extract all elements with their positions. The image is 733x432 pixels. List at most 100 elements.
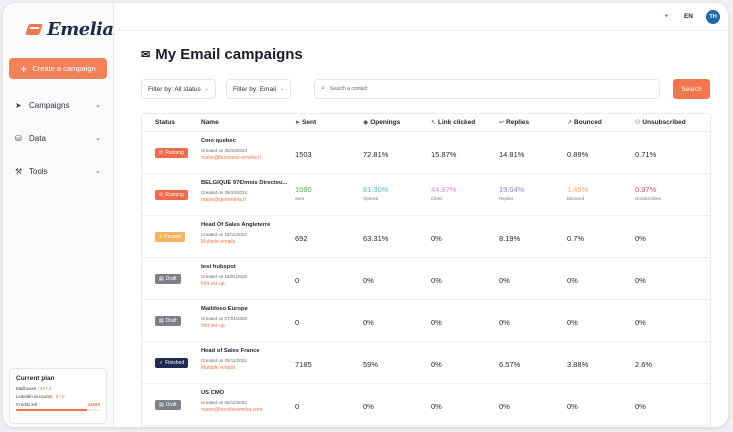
status-badge: ✓ Finished [155,358,189,368]
plus-icon: + [20,61,28,76]
brand-name: Emelia [47,19,114,40]
campaign-name-cell[interactable]: Cmo quebec Created on 30/10/2024 marie@bus… [201,138,291,161]
campaign-name: Head of Sales France [201,348,260,354]
tools-icon: ⚒ [15,166,23,176]
draft-icon: ▤ [159,318,164,324]
campaign-created-date: Created on 28/10/2024 [201,190,248,195]
campaign-sender-email: marie@getemelia.fr [201,197,247,203]
stat-bounced: 0.7% [567,234,585,243]
table-row[interactable]: ॥ Paused Head Of Sales Angleterre Created o… [142,216,710,258]
campaign-name-cell[interactable]: Head of Sales France Created on 25/11/202… [201,348,291,371]
table-row[interactable]: ⟳ Running BELGIQUE 97€/mois Directeu... Cre… [142,174,710,216]
status-badge: ⟳ Running [155,148,188,158]
stat-clicks: 0% [431,402,442,411]
send-icon: ➤ [15,100,22,110]
stat-caption: Bounced [567,196,584,201]
status-badge: ▤ Draft [155,316,181,326]
status-filter-dropdown[interactable]: Filter by: All status ⌄ [141,79,216,99]
campaign-created-date: Created on 06/11/2024 [201,400,247,405]
status-badge: ॥ Paused [155,232,185,242]
campaign-created-date: Created on 30/10/2024 [201,148,248,153]
stat-caption: Opened [363,196,379,201]
stat-bounced: 0% [567,402,578,411]
stat-unsubscribed: 0% [635,276,646,285]
campaign-sender-email: Not set up [201,323,225,329]
table-row[interactable]: ▤ Draft test hubspot Created on 15/01/2025 N… [142,258,710,300]
stat-bounced: 0.89% [567,150,589,159]
stat-openings: 63.31% [363,234,389,243]
channel-filter-dropdown[interactable]: Filter by: Email ⌄ [226,79,292,99]
stat-sent: 0 [295,402,300,411]
refresh-icon: ⟳ [159,192,164,198]
campaign-sender-email: Multiple emails [201,239,236,245]
campaign-name-cell[interactable]: US CMO Created on 06/11/2024 marie@bosshee… [201,390,291,413]
chevron-down-icon: ⌄ [279,86,285,92]
plan-mailboxes: Mailboxes : 44 / 0 [16,386,52,391]
campaign-sender-email: Not set up [201,281,225,287]
stat-bounced: 0% [567,276,578,285]
stat-openings: 0% [363,276,374,285]
stat-bounced: 1.45% Bounced [567,185,589,201]
campaign-name: Maildoso Europe [201,306,248,312]
campaign-name-cell[interactable]: test hubspot Created on 15/01/2025 Not set… [201,264,291,287]
flag-icon[interactable]: ● [664,13,669,19]
stat-sent: 692 [295,234,308,243]
stat-clicks: 0% [431,276,442,285]
avatar[interactable]: TH [706,10,720,24]
bounce-icon: ↗ [567,120,573,126]
chevron-down-icon: ⌄ [95,102,101,109]
reply-icon: ↩ [499,120,505,126]
plan-title: Current plan [16,375,55,382]
stat-replies: 8.19% [499,234,521,243]
create-campaign-button[interactable]: + Create a campaign [9,58,107,79]
campaign-name: US CMO [201,390,225,396]
stat-unsubscribed: 0.97% Unsubscribes [635,185,662,201]
mail-stack-icon: ✉ [141,49,151,61]
draft-icon: ▤ [159,276,164,282]
campaign-name-cell[interactable]: BELGIQUE 97€/mois Directeu... Created on … [201,180,291,203]
stat-openings: 72.81% [363,150,389,159]
draft-icon: ▤ [159,402,164,408]
table-header: Status Name ➤ Sent ◉ Openings ↖ Link clicke… [142,114,710,132]
sidebar-item-label: Campaigns [29,100,70,110]
status-badge: ▤ Draft [155,400,181,410]
col-sent: ➤ Sent [295,119,317,126]
credits-progress-bar [16,409,100,411]
chevron-down-icon: ⌄ [95,135,101,142]
col-unsubscribed: ⚇ Unsubscribed [635,119,686,126]
stat-bounced: 3.88% [567,360,589,369]
stat-replies: 14.81% [499,150,525,159]
table-row[interactable]: ✓ Finished Head of Sales France Created on … [142,342,710,384]
stat-clicks: 15.87% [431,150,457,159]
table-row[interactable]: ▤ Draft US CMO Created on 06/11/2024 marie@b… [142,384,710,426]
main-content: ✉ My Email campaigns Filter by: All stat… [114,31,728,427]
eye-icon: ◉ [363,120,369,126]
stat-sent: 1090 Sent [295,185,312,201]
send-icon: ➤ [295,120,301,126]
search-button[interactable]: Search [673,79,710,99]
brand-logo[interactable]: Emelia [27,19,114,40]
campaign-created-date: Created on 25/11/2024 [201,358,247,363]
sidebar-item-campaigns[interactable]: ➤ Campaigns ⌄ [15,98,101,112]
stat-sent: 0 [295,318,300,327]
campaign-name-cell[interactable]: Head Of Sales Angleterre Created on 15/11… [201,222,291,245]
search-input[interactable] [329,86,630,92]
table-row[interactable]: ⟳ Running Cmo quebec Created on 30/10/2024 m… [142,132,710,174]
stat-unsubscribed: 0% [635,318,646,327]
check-icon: ✓ [159,360,164,366]
sidebar-item-data[interactable]: ⛁ Data ⌄ [15,131,101,145]
sidebar-item-tools[interactable]: ⚒ Tools ⌄ [15,164,101,178]
stat-unsubscribed: 0.71% [635,150,657,159]
campaign-name: Head Of Sales Angleterre [201,222,271,228]
stat-openings: 0% [363,402,374,411]
campaign-name-cell[interactable]: Maildoso Europe Created on 07/01/2025 Not … [201,306,291,329]
campaign-sender-email: Multiple emails [201,365,236,371]
chevron-down-icon: ⌄ [204,86,209,92]
language-switch[interactable]: EN [683,13,693,20]
stat-caption: Unsubscribes [635,196,662,201]
table-row[interactable]: ▤ Draft Maildoso Europe Created on 07/01/20… [142,300,710,342]
stat-unsubscribed: 0% [635,234,646,243]
cursor-icon: ↖ [431,120,437,126]
refresh-icon: ⟳ [159,150,164,156]
stat-replies: 6.57% [499,360,521,369]
